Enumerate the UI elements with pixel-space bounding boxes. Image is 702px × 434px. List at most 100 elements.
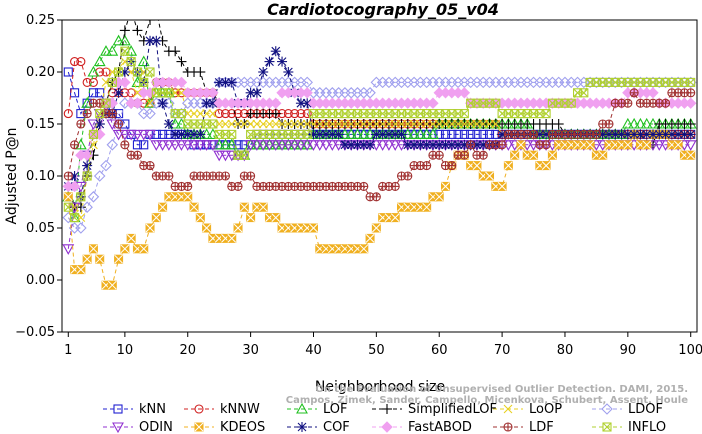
data-point [447, 161, 457, 171]
x-axis-label: Neighborhood size [315, 379, 445, 395]
data-point [76, 192, 86, 202]
data-point [120, 46, 130, 56]
data-point [82, 160, 93, 171]
data-point [263, 140, 276, 151]
chart-title: Cardiotocography_05_v04 [267, 0, 499, 19]
data-point [93, 55, 106, 67]
data-point [246, 119, 256, 129]
legend-marker [382, 404, 392, 414]
data-point [415, 119, 425, 129]
legend-label: LoOP [529, 402, 562, 417]
data-point [132, 150, 142, 160]
data-point [114, 254, 124, 264]
series-line [67, 20, 691, 208]
data-point [151, 35, 162, 46]
data-point [151, 5, 161, 15]
data-point [679, 129, 690, 140]
data-point [441, 119, 450, 129]
legend-marker [296, 402, 308, 414]
data-point [472, 129, 482, 139]
data-point [684, 140, 697, 151]
data-point [76, 265, 86, 275]
data-point [213, 150, 226, 162]
data-point [553, 119, 564, 129]
legend-marker [602, 422, 612, 432]
data-point [283, 67, 294, 77]
legend-item-odin: ODIN [103, 420, 173, 434]
data-point [472, 161, 482, 171]
data-point [132, 25, 143, 36]
data-point [277, 56, 288, 67]
data-point [114, 119, 124, 129]
data-point [503, 161, 513, 171]
data-point [106, 139, 119, 151]
data-point [302, 119, 312, 129]
data-point [497, 140, 507, 150]
data-point [114, 67, 124, 77]
x-tick-label: 30 [242, 343, 259, 358]
data-point [485, 171, 495, 181]
data-point [126, 57, 136, 67]
data-point [227, 109, 237, 119]
data-point [478, 150, 488, 160]
data-point [70, 140, 80, 150]
data-point [119, 76, 131, 89]
data-point [227, 233, 237, 243]
data-point [478, 119, 488, 129]
data-point [685, 97, 697, 109]
data-point [686, 150, 696, 160]
data-point [87, 65, 100, 77]
data-point [270, 46, 281, 57]
data-point [371, 119, 381, 129]
data-point [447, 129, 457, 139]
data-point [422, 161, 432, 171]
data-point [484, 129, 495, 139]
legend-label: COF [323, 420, 350, 434]
data-point [585, 140, 595, 150]
data-point [389, 140, 402, 151]
data-point [145, 98, 155, 108]
data-point [151, 213, 161, 223]
legend-marker [601, 403, 613, 415]
data-point [144, 129, 156, 141]
data-point [302, 98, 313, 109]
data-point [459, 119, 469, 129]
x-tick-label: 80 [557, 343, 574, 358]
data-point [365, 119, 375, 129]
data-point [206, 140, 219, 151]
x-tick-label: 70 [494, 343, 511, 358]
data-point [226, 77, 237, 88]
data-point [315, 119, 325, 129]
data-point [547, 150, 557, 160]
data-point [170, 46, 181, 57]
data-point [357, 128, 370, 139]
data-point [239, 119, 249, 129]
data-point [195, 109, 205, 118]
data-point [365, 139, 376, 150]
data-point [126, 88, 136, 98]
series-knnw [63, 57, 696, 139]
data-point [276, 140, 288, 151]
y-axis-label: Adjusted P@n [4, 127, 20, 224]
data-point [189, 202, 199, 212]
data-point [684, 76, 697, 89]
data-point [290, 119, 300, 129]
data-point [458, 87, 471, 99]
data-point [307, 140, 320, 151]
data-point [296, 109, 306, 119]
legend-item-inflo: INFLO [592, 420, 666, 434]
data-point [642, 140, 652, 150]
data-point [459, 109, 469, 119]
data-point [63, 67, 73, 77]
legend-label: INFLO [628, 420, 666, 434]
legend-label: FastABOD [408, 420, 472, 434]
data-point [70, 57, 80, 67]
data-point [145, 20, 156, 25]
data-point [629, 88, 639, 98]
data-point [125, 129, 138, 141]
data-point [107, 77, 117, 87]
data-point [82, 77, 92, 87]
y-tick-label: 0.20 [26, 65, 55, 80]
data-point [376, 140, 389, 151]
data-point [200, 140, 213, 151]
